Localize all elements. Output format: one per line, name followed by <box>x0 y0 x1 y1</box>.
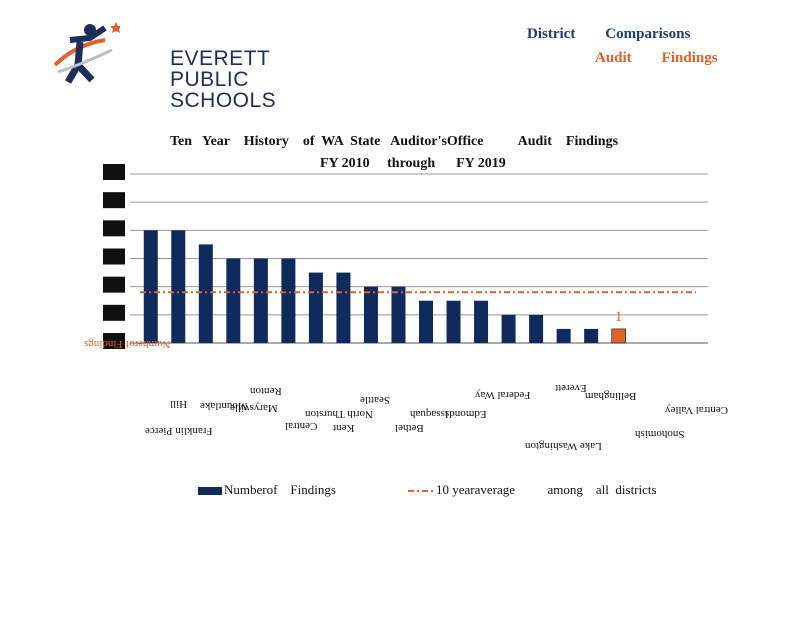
x-tick-label: Edmonds <box>445 408 487 420</box>
x-tick-label: Seattle <box>360 394 390 406</box>
logo: EVERETT PUBLIC SCHOOLS <box>50 20 276 111</box>
legend-swatch-line <box>408 490 436 493</box>
bar <box>529 314 544 343</box>
bar <box>308 272 323 343</box>
bar <box>171 230 186 343</box>
chart-title-line-1: Ten Year History of WA State Auditor'sOf… <box>170 134 619 149</box>
x-tick-label: Marysville <box>230 402 278 414</box>
bar <box>501 314 516 343</box>
header-line-2: Audit Findings <box>595 50 718 66</box>
bar <box>363 286 378 343</box>
header-line-1: District Comparisons <box>527 26 691 42</box>
bar <box>253 258 268 343</box>
x-tick-label: Everett <box>555 382 587 394</box>
legend-item-findings: Numberof Findings <box>185 466 336 514</box>
x-tick-label: Central Valley <box>665 404 729 416</box>
bar <box>226 258 241 343</box>
y-tick-label <box>103 220 125 237</box>
x-tick-label: Federal Way <box>475 389 531 401</box>
y-tick-label <box>103 164 125 180</box>
bar <box>336 272 351 343</box>
bar <box>446 300 461 343</box>
bar <box>143 230 158 343</box>
legend-item-average: 10 yearaverage among all districts <box>395 466 657 514</box>
bar <box>419 300 433 343</box>
bar <box>281 258 296 343</box>
x-tick-label: Snohomish <box>635 428 685 440</box>
bar <box>391 286 406 343</box>
y-tick-label <box>103 276 125 293</box>
chart-title-line-2: FY 2010 through FY 2019 <box>320 156 506 171</box>
logo-line-2: PUBLIC <box>170 68 249 91</box>
x-tick-label: Franklin Pierce <box>145 425 213 437</box>
bar <box>198 244 213 343</box>
y-tick-label <box>103 248 125 265</box>
bar <box>584 328 599 343</box>
bar-highlight <box>611 328 626 344</box>
x-tick-label: Bellingham <box>585 390 637 402</box>
x-tick-label: Hill <box>170 398 188 410</box>
y-tick-label <box>103 333 125 349</box>
legend-label-average: 10 yearaverage among all districts <box>436 482 657 497</box>
logo-text: EVERETT PUBLIC SCHOOLS <box>170 48 276 111</box>
logo-emblem-icon <box>53 22 122 84</box>
x-tick-label: Issaquah <box>410 408 449 420</box>
x-tick-label: North Thurston <box>305 408 373 420</box>
x-tick-label: Lake Washington <box>525 440 602 452</box>
x-tick-label: Kent <box>333 422 355 434</box>
logo-line-1: EVERETT <box>170 47 271 70</box>
logo-line-3: SCHOOLS <box>170 89 277 112</box>
x-tick-label: Central <box>285 420 318 432</box>
y-tick-label <box>103 192 125 209</box>
bar-data-label: 1 <box>615 309 623 325</box>
x-tick-label: Renton <box>250 385 282 397</box>
x-tick-label: Bethel <box>395 422 424 434</box>
legend-swatch-bar <box>198 487 222 496</box>
y-axis-label: Numberof Findings <box>84 338 171 350</box>
legend-label-findings: Numberof Findings <box>224 482 336 497</box>
bar <box>556 328 571 343</box>
y-tick-label <box>103 304 125 321</box>
bar <box>474 300 489 343</box>
